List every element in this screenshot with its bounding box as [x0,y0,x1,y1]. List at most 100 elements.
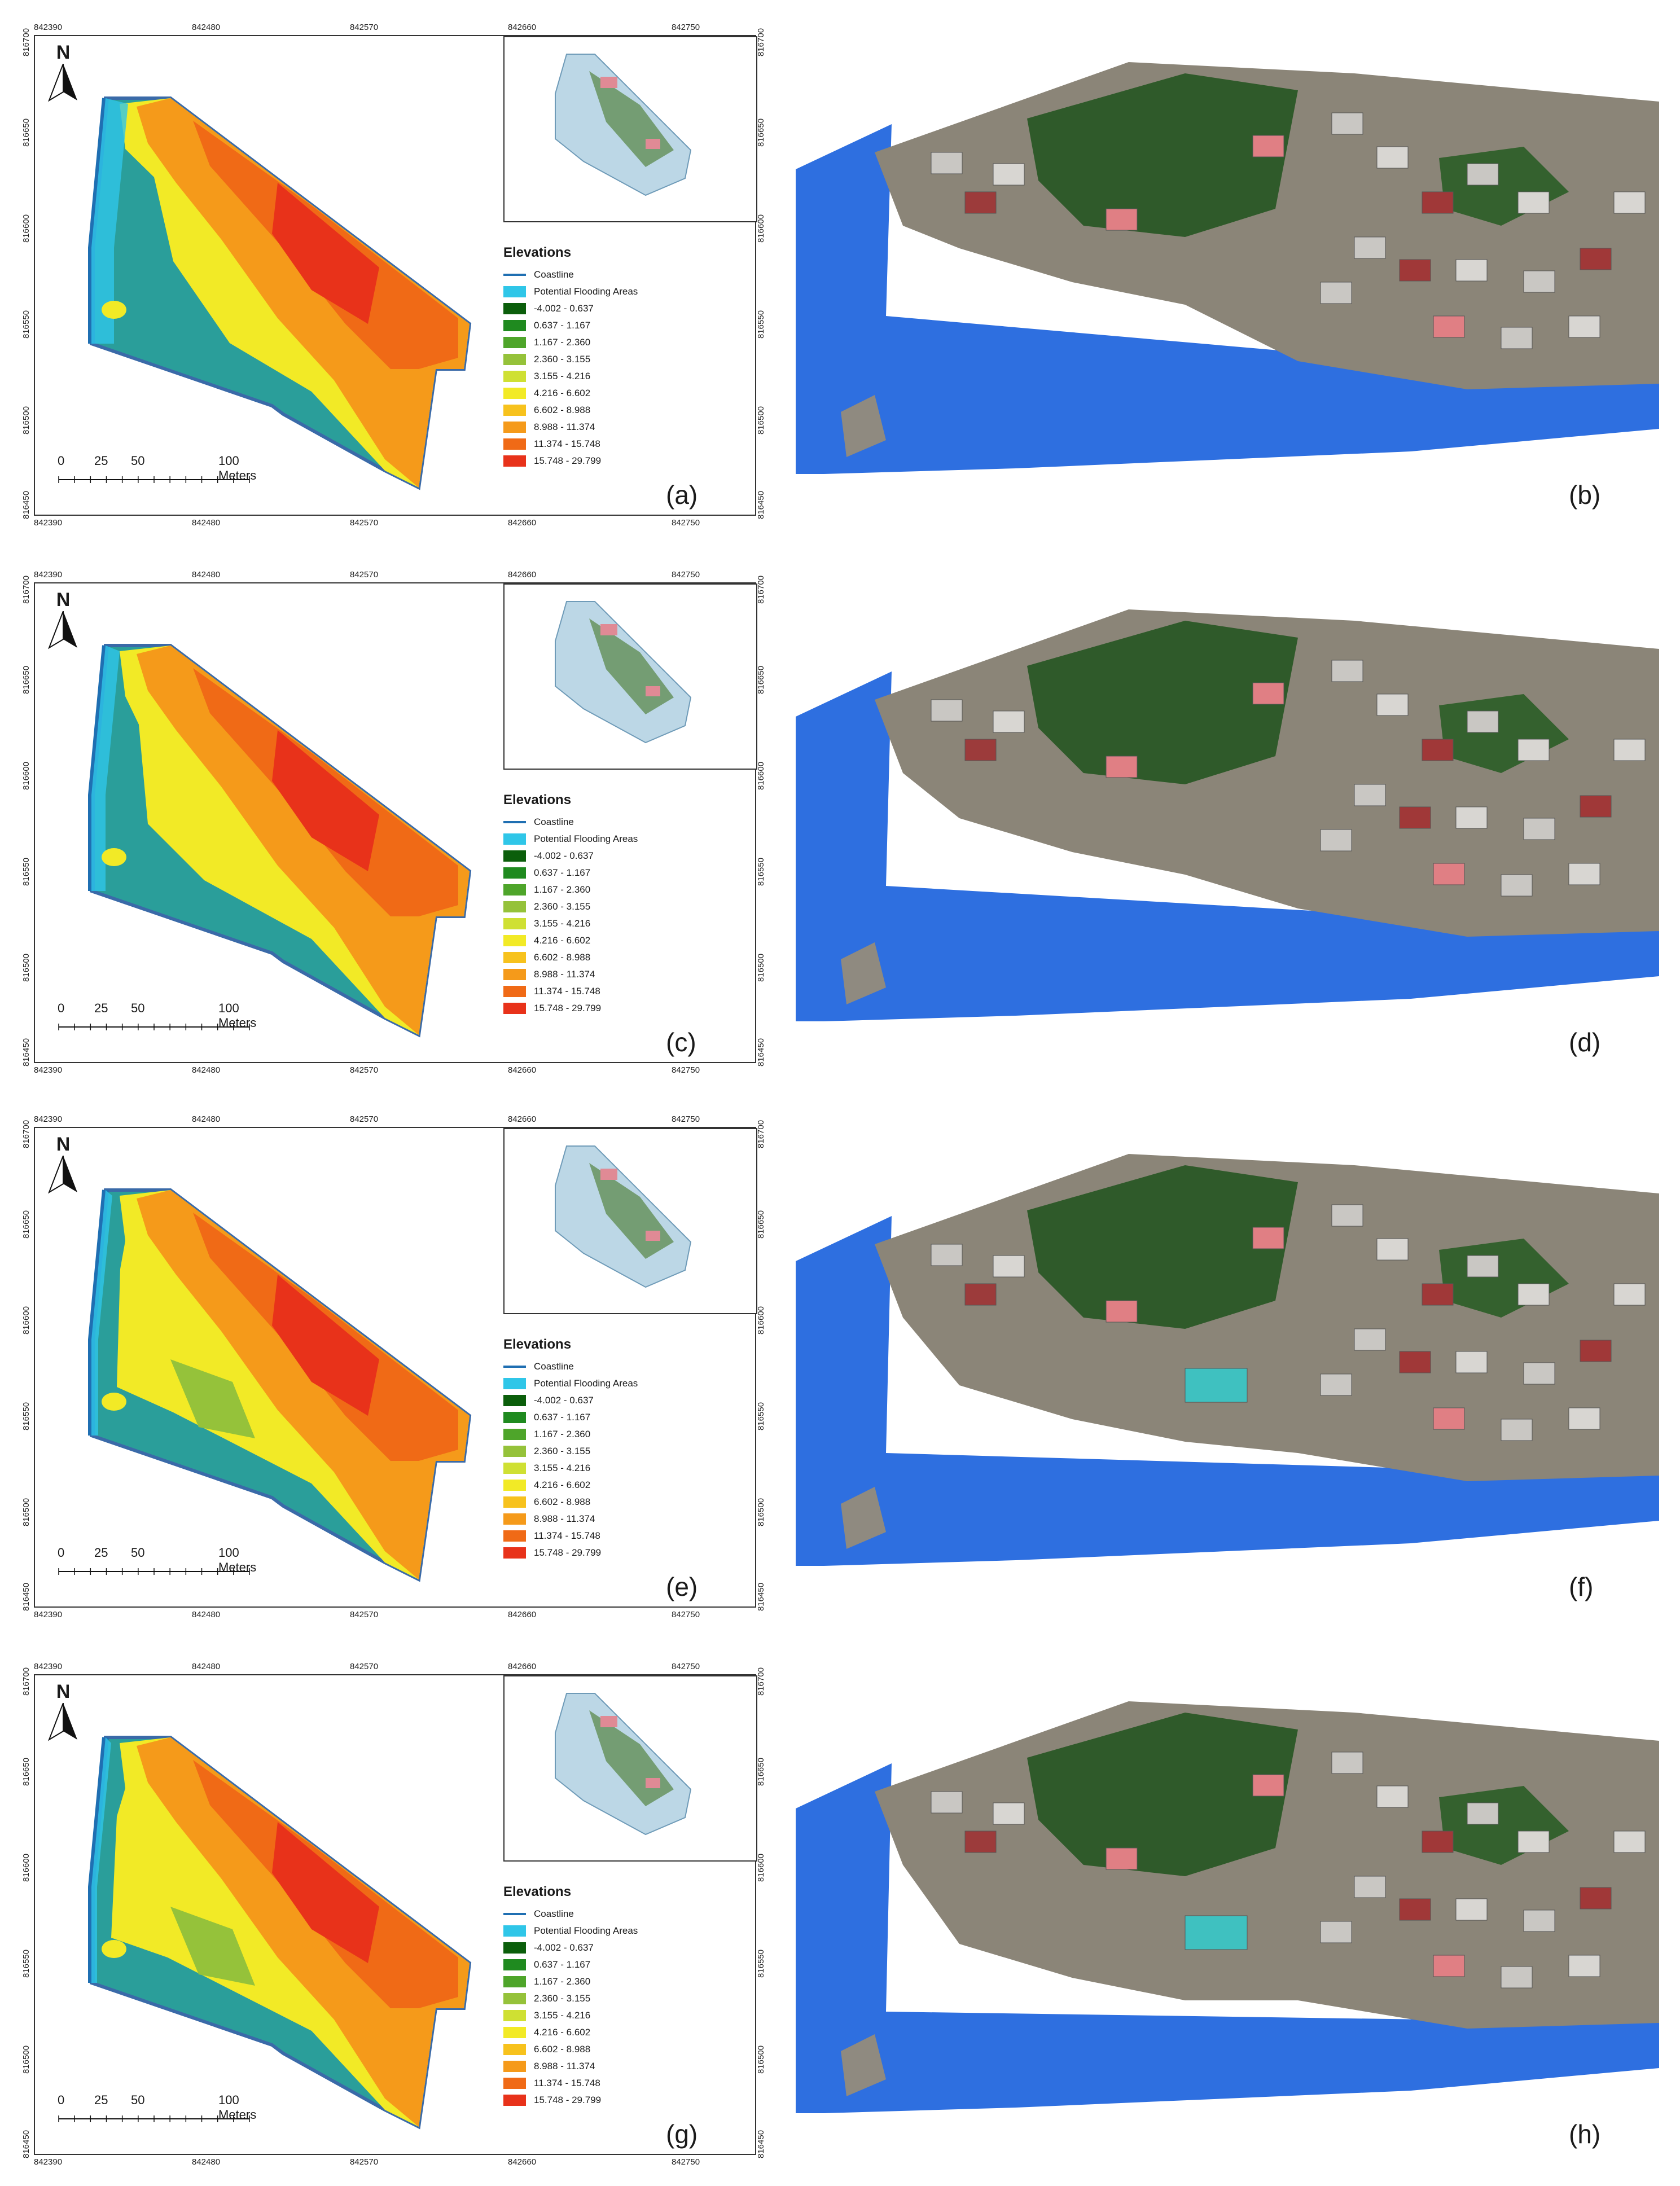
building [1252,682,1284,705]
legend-row-class: 6.602 - 8.988 [503,2041,752,2058]
building [1106,1300,1138,1323]
scale-labels: 0 25 50 100 Meters [58,454,272,482]
x-tick-label: 842390 [34,1065,63,1075]
legend-label: 8.988 - 11.374 [534,1513,595,1524]
class-swatch [503,2044,526,2055]
building [964,1831,997,1853]
x-tick-label: 842390 [34,1662,63,1671]
building [1376,693,1409,716]
vegetation [1027,1165,1298,1329]
class-swatch [503,303,526,314]
building [1331,1752,1363,1774]
y-tick-label: 816500 [21,406,31,434]
class-swatch [503,1959,526,1970]
building [1517,191,1550,214]
class-swatch [503,1480,526,1491]
class-swatch [503,1003,526,1014]
scale-label: 25 [94,1001,108,1015]
class-swatch [503,2061,526,2072]
potential-flooding-area [91,98,128,344]
class-swatch [503,850,526,862]
scale-label: 50 [131,2093,145,2107]
legend-title: Elevations [503,245,572,260]
building [1455,1898,1488,1921]
building [1455,1351,1488,1373]
class-swatch [503,1993,526,2004]
x-tick-label: 842660 [508,1610,537,1619]
water-surface [796,671,1659,1021]
legend-title: Elevations [503,792,572,807]
scale-label: 25 [94,1546,108,1560]
y-tick-label: 816700 [21,1120,31,1148]
scale-label: 50 [131,1001,145,1015]
legend-label: Coastline [534,1908,574,1919]
orange-elevation-zone [137,646,470,1035]
x-tick-label: 842660 [508,23,537,32]
panel-label: (b) [1569,480,1601,510]
scale-bar: 0 25 50 100 Meters [58,2093,272,2127]
legend-label: -4.002 - 0.637 [534,1395,594,1406]
scale-label: 100 Meters [218,454,257,482]
legend-row-class: 6.602 - 8.988 [503,1494,752,1511]
building [1106,208,1138,231]
x-tick-label: 842480 [192,570,221,580]
legend-row-class: 4.216 - 6.602 [503,932,752,949]
building [1376,146,1409,169]
model-panel: (h) [790,1662,1670,2170]
legend-row-class: 1.167 - 2.360 [503,1973,752,1990]
inset-map [503,1128,757,1314]
scale-labels: 0 25 50 100 Meters [58,2093,272,2122]
legend-label: 1.167 - 2.360 [534,337,591,348]
building [1422,191,1454,214]
y-tick-label: 816450 [21,1038,31,1066]
legend-label: Potential Flooding Areas [534,833,638,844]
coastline-swatch [503,1913,526,1915]
water-surface [796,1216,1659,1566]
class-swatch [503,901,526,912]
y-tick-label: 816450 [21,2130,31,2158]
x-tick-label: 842750 [672,1114,700,1124]
class-swatch [503,2010,526,2021]
potential-flooding-area [91,1737,111,1983]
elevation-map [88,644,472,1038]
y-tick-label: 816450 [756,2130,766,2158]
vegetation [1027,73,1298,237]
class-swatch [503,1463,526,1474]
legend-label: 11.374 - 15.748 [534,438,600,449]
legend: Elevations Coastline Potential Flooding Ar… [503,1884,752,2109]
class-swatch [503,935,526,946]
legend-row-class: 4.216 - 6.602 [503,2024,752,2041]
class-swatch [503,952,526,963]
legend-row-flooding: Potential Flooding Areas [503,831,752,848]
legend-label: 6.602 - 8.988 [534,2044,591,2055]
building [931,1791,963,1814]
model-panel: (f) [790,1114,1670,1622]
building [1399,259,1431,282]
legend-label: 2.360 - 3.155 [534,901,591,912]
building [1501,1419,1533,1441]
y-tick-label: 816600 [756,214,766,243]
elevation-map [88,96,472,490]
legend-row-flooding: Potential Flooding Areas [503,1922,752,1939]
legend-label: Potential Flooding Areas [534,1378,638,1389]
legend-label: 11.374 - 15.748 [534,2078,600,2088]
legend-label: 15.748 - 29.799 [534,1003,602,1013]
scale-labels: 0 25 50 100 Meters [58,1001,272,1030]
class-swatch [503,422,526,433]
building [1433,1407,1465,1430]
north-label: N [56,589,71,611]
y-tick-label: 816700 [756,1667,766,1696]
legend-title: Elevations [503,1884,572,1899]
rock-islet [841,395,886,457]
building [1354,236,1386,259]
legend-row-class: 2.360 - 3.155 [503,1990,752,2007]
legend-row-class: 0.637 - 1.167 [503,1956,752,1973]
map-panel: 842390 842480 842570 842660 842750 842390 8424… [21,1114,767,1622]
scale-label: 0 [58,1001,65,1015]
y-tick-label: 816600 [756,1306,766,1335]
map-frame: N 0 25 50 100 Meters Elevations Coastline Poten… [34,35,757,516]
class-swatch [503,918,526,929]
building [1455,259,1488,282]
legend-label: 8.988 - 11.374 [534,422,595,432]
islet [102,1940,126,1958]
